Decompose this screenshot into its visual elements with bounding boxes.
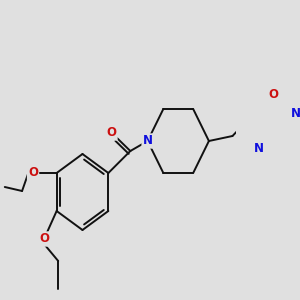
- Text: O: O: [28, 167, 38, 179]
- Text: N: N: [142, 134, 153, 148]
- Text: N: N: [291, 107, 300, 120]
- Text: O: O: [106, 127, 116, 140]
- Text: N: N: [254, 142, 264, 155]
- Text: O: O: [268, 88, 278, 101]
- Text: O: O: [39, 232, 49, 245]
